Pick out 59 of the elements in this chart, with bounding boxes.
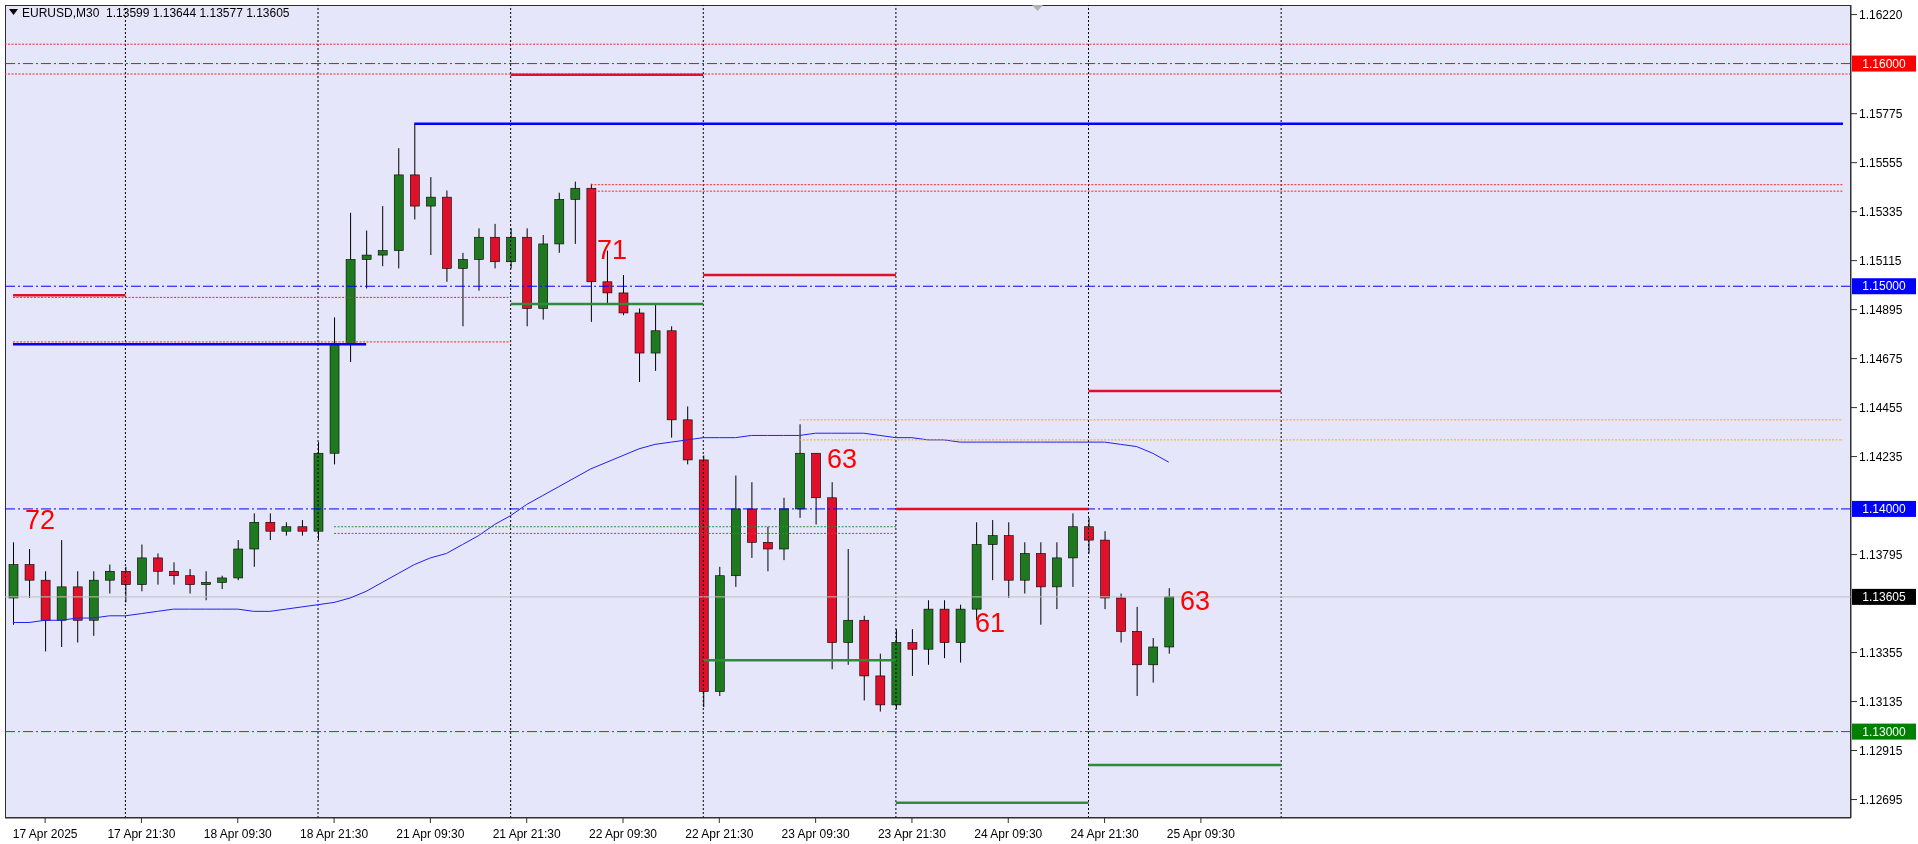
candlestick: [426, 176, 436, 256]
candlestick: [153, 552, 163, 586]
annotation: 72: [24, 504, 56, 535]
candlestick: [650, 303, 661, 372]
x-tick-label: 18 Apr 21:30: [300, 827, 369, 841]
chart-subtitle: 1.13599 1.13644 1.13577 1.13605: [105, 6, 290, 20]
y-tick-label: 1.15115: [1859, 253, 1902, 268]
annotation: 63: [1179, 585, 1211, 616]
candlestick: [843, 548, 854, 666]
annotation: 61: [974, 607, 1006, 638]
y-tick-label: 1.14895: [1859, 302, 1903, 317]
candlestick: [265, 512, 276, 541]
chart-title: EURUSD,M30: [22, 6, 100, 20]
candlestick: [201, 570, 211, 601]
candlestick: [474, 227, 484, 292]
ref-line-label: 1.16000: [1862, 56, 1907, 71]
candlestick: [185, 568, 195, 595]
y-tick-label: 1.15555: [1859, 155, 1903, 170]
candlestick: [1148, 637, 1158, 684]
ref-line-label: 1.14000: [1862, 501, 1907, 516]
ref-line-label: 1.15000: [1862, 279, 1907, 294]
annotation: 71: [596, 234, 628, 265]
x-tick-label: 18 Apr 09:30: [203, 827, 273, 841]
y-tick-label: 1.13795: [1859, 547, 1903, 562]
x-tick-label: 23 Apr 21:30: [877, 827, 947, 841]
x-tick-label: 22 Apr 21:30: [685, 827, 754, 841]
y-tick-label: 1.14235: [1859, 449, 1903, 464]
x-tick-label: 17 Apr 2025: [12, 827, 78, 841]
candlestick: [24, 548, 35, 599]
ref-line-label: 1.13605: [1862, 589, 1907, 604]
candlestick: [763, 526, 773, 572]
y-tick-label: 1.14455: [1859, 400, 1903, 415]
x-tick-label: 23 Apr 09:30: [781, 827, 850, 841]
y-tick-label: 1.15335: [1859, 204, 1903, 219]
x-tick-label: 24 Apr 09:30: [974, 827, 1043, 841]
x-tick-label: 25 Apr 09:30: [1166, 827, 1236, 841]
candlestick: [105, 564, 115, 595]
ref-line-label: 1.13000: [1862, 724, 1907, 739]
candlestick: [987, 519, 998, 581]
x-tick-label: 22 Apr 09:30: [588, 827, 658, 841]
y-tick-label: 1.13355: [1859, 645, 1903, 660]
y-tick-label: 1.15775: [1859, 106, 1903, 121]
candlestick: [618, 274, 629, 316]
candlestick: [907, 628, 918, 677]
annotation: 63: [826, 443, 858, 474]
candlestick: [169, 561, 179, 586]
candlestick: [458, 252, 468, 327]
candlestick: [361, 230, 372, 289]
candlestick: [570, 181, 581, 245]
x-tick-label: 24 Apr 21:30: [1070, 827, 1139, 841]
y-tick-label: 1.14675: [1859, 351, 1903, 366]
candlestick: [377, 205, 388, 267]
y-tick-label: 1.12695: [1859, 792, 1903, 807]
y-tick-label: 1.16220: [1859, 7, 1903, 22]
y-tick-label: 1.13135: [1859, 694, 1903, 709]
y-tick-label: 1.12915: [1859, 743, 1903, 758]
x-tick-label: 21 Apr 09:30: [396, 827, 465, 841]
x-tick-label: 21 Apr 21:30: [492, 827, 562, 841]
x-tick-label: 17 Apr 21:30: [107, 827, 176, 841]
